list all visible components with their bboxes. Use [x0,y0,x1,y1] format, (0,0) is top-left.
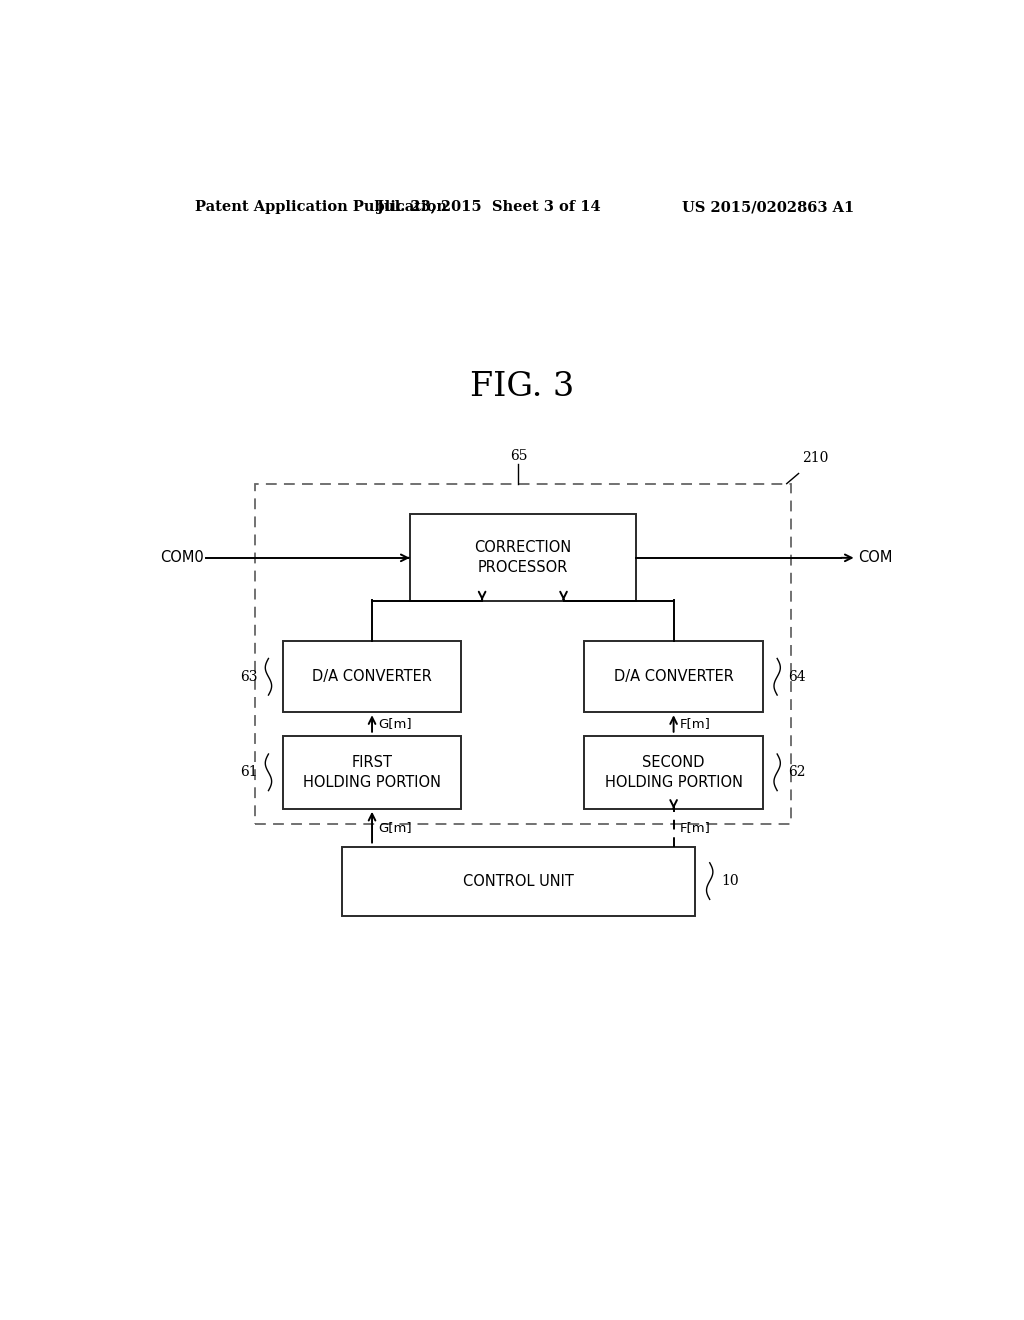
Bar [342,846,695,916]
Text: COM0: COM0 [160,550,204,565]
Bar [585,735,763,809]
Text: US 2015/0202863 A1: US 2015/0202863 A1 [682,201,854,214]
Text: D/A CONVERTER: D/A CONVERTER [312,669,432,684]
Bar [255,483,791,824]
Text: 210: 210 [803,451,829,466]
Text: CORRECTION
PROCESSOR: CORRECTION PROCESSOR [474,540,571,574]
Bar [283,735,461,809]
Text: FIG. 3: FIG. 3 [470,371,574,403]
Text: Patent Application Publication: Patent Application Publication [196,201,447,214]
Text: FIRST
HOLDING PORTION: FIRST HOLDING PORTION [303,755,441,789]
Text: CONTROL UNIT: CONTROL UNIT [464,874,574,888]
Text: G[m]: G[m] [379,821,412,834]
Text: 10: 10 [721,874,738,888]
Text: 63: 63 [240,669,257,684]
Text: G[m]: G[m] [379,718,412,730]
Text: 61: 61 [240,766,257,779]
Bar [410,515,636,601]
Text: COM: COM [858,550,893,565]
Text: SECOND
HOLDING PORTION: SECOND HOLDING PORTION [604,755,742,789]
Bar [283,642,461,713]
Text: F[m]: F[m] [680,718,711,730]
Text: Jul. 23, 2015  Sheet 3 of 14: Jul. 23, 2015 Sheet 3 of 14 [377,201,601,214]
Text: F[m]: F[m] [680,821,711,834]
Bar [585,642,763,713]
Text: 65: 65 [510,449,527,463]
Text: 62: 62 [788,766,806,779]
Text: D/A CONVERTER: D/A CONVERTER [613,669,733,684]
Text: 64: 64 [788,669,806,684]
